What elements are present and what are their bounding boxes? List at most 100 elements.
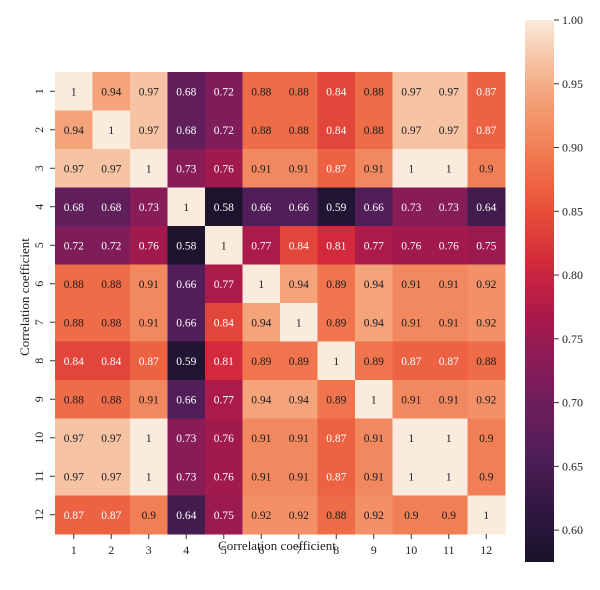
colorbar-tick-label: 0.65 [562, 459, 583, 473]
cell-value-label: 0.73 [176, 163, 196, 175]
cell-value-label: 0.89 [289, 356, 309, 368]
cell-value-label: 0.92 [476, 394, 496, 406]
colorbar-tick-label: 0.95 [562, 77, 583, 91]
cell-value-label: 0.87 [326, 471, 346, 483]
cell-value-label: 1 [221, 240, 227, 252]
y-tick-label: 11 [32, 470, 46, 482]
y-axis-label: Correlation coefficient [17, 238, 32, 356]
heatmap-cell [92, 495, 131, 535]
heatmap-cell [317, 264, 356, 304]
x-tick-label: 11 [443, 543, 455, 557]
cell-value-label: 0.88 [476, 356, 496, 368]
heatmap-cell [392, 72, 431, 111]
heatmap-cell [92, 418, 131, 458]
heatmap-cell [130, 72, 168, 111]
heatmap-cell [317, 418, 356, 458]
cell-value-label: 0.91 [401, 394, 421, 406]
cell-value-label: 0.91 [251, 471, 271, 483]
heatmap-cell [280, 380, 318, 419]
cell-value-label: 0.66 [251, 202, 271, 214]
cell-value-label: 0.89 [326, 394, 346, 406]
heatmap-cell [467, 303, 506, 342]
cell-value-label: 1 [446, 163, 452, 175]
heatmap-cell [280, 495, 318, 535]
cell-value-label: 1 [108, 125, 114, 137]
heatmap-cell [392, 495, 431, 535]
heatmap-cell [55, 495, 93, 535]
cell-value-label: 1 [446, 471, 452, 483]
heatmap-cell [280, 226, 318, 265]
heatmap-cell [355, 72, 393, 111]
cell-value-label: 0.87 [139, 356, 159, 368]
cell-value-label: 0.88 [364, 125, 384, 137]
x-tick-label: 2 [108, 543, 114, 557]
y-tick-label: 1 [32, 88, 46, 94]
y-tick-label: 8 [32, 358, 46, 364]
heatmap-cell [467, 380, 506, 419]
cell-value-label: 0.88 [326, 510, 346, 522]
heatmap-cell [130, 187, 168, 227]
cell-value-label: 0.77 [364, 240, 384, 252]
cell-value-label: 0.66 [364, 202, 384, 214]
heatmap-cell [167, 149, 206, 188]
colorbar-tick-label: 0.80 [562, 268, 583, 282]
heatmap-cell [317, 72, 356, 111]
colorbar-gradient [525, 20, 554, 562]
cell-value-label: 0.81 [214, 356, 234, 368]
cell-value-label: 0.91 [364, 471, 384, 483]
cell-value-label: 0.91 [289, 433, 309, 445]
heatmap-cell [430, 457, 468, 496]
heatmap-cell [392, 110, 431, 150]
cell-value-label: 0.91 [289, 163, 309, 175]
x-tick-label: 9 [371, 543, 377, 557]
cell-value-label: 0.88 [64, 317, 84, 329]
cell-value-label: 0.72 [101, 240, 121, 252]
heatmap-cell [242, 495, 281, 535]
cell-value-label: 0.91 [401, 279, 421, 291]
cell-value-label: 1 [258, 279, 264, 291]
heatmap-cell [55, 110, 93, 150]
cell-value-label: 0.92 [476, 279, 496, 291]
cell-value-label: 0.89 [326, 317, 346, 329]
cell-value-label: 0.9 [479, 433, 494, 445]
heatmap-cell [130, 149, 168, 188]
heatmap-cell [430, 418, 468, 458]
cell-value-label: 0.75 [214, 510, 234, 522]
cell-value-label: 0.59 [326, 202, 346, 214]
heatmap-cell [130, 303, 168, 342]
x-tick-label: 1 [71, 543, 77, 557]
y-tick-label: 6 [32, 281, 46, 287]
cell-value-label: 0.87 [326, 163, 346, 175]
cell-value-label: 0.92 [289, 510, 309, 522]
heatmap-cell [55, 187, 93, 227]
cell-value-label: 0.91 [439, 279, 459, 291]
cell-value-label: 1 [146, 471, 152, 483]
heatmap-cell [130, 341, 168, 381]
cell-value-label: 0.94 [364, 317, 384, 329]
heatmap-cell [55, 303, 93, 342]
heatmap-cell [317, 110, 356, 150]
heatmap-cell [205, 110, 243, 150]
colorbar-tick-label: 0.90 [562, 141, 583, 155]
heatmap-cell [55, 341, 93, 381]
heatmap-cell [430, 380, 468, 419]
cell-value-label: 0.75 [476, 240, 496, 252]
heatmap-cell [130, 418, 168, 458]
cell-value-label: 0.94 [289, 279, 309, 291]
heatmap-cell [392, 149, 431, 188]
cell-value-label: 0.84 [214, 317, 234, 329]
cell-value-label: 0.84 [326, 86, 346, 98]
cell-value-label: 0.84 [101, 356, 121, 368]
heatmap-cell [467, 418, 506, 458]
heatmap-cell [242, 149, 281, 188]
heatmap-cell [205, 72, 243, 111]
cell-value-label: 0.94 [289, 394, 309, 406]
heatmap-cell [467, 341, 506, 381]
heatmap-cell [355, 418, 393, 458]
cell-value-label: 0.77 [214, 394, 234, 406]
cell-value-label: 0.91 [139, 394, 159, 406]
colorbar: 0.60 0.65 0.70 0.75 0.80 0.85 0.90 0.95 1.00 [525, 13, 583, 562]
heatmap-cell [430, 303, 468, 342]
x-tick-label: 8 [333, 543, 339, 557]
